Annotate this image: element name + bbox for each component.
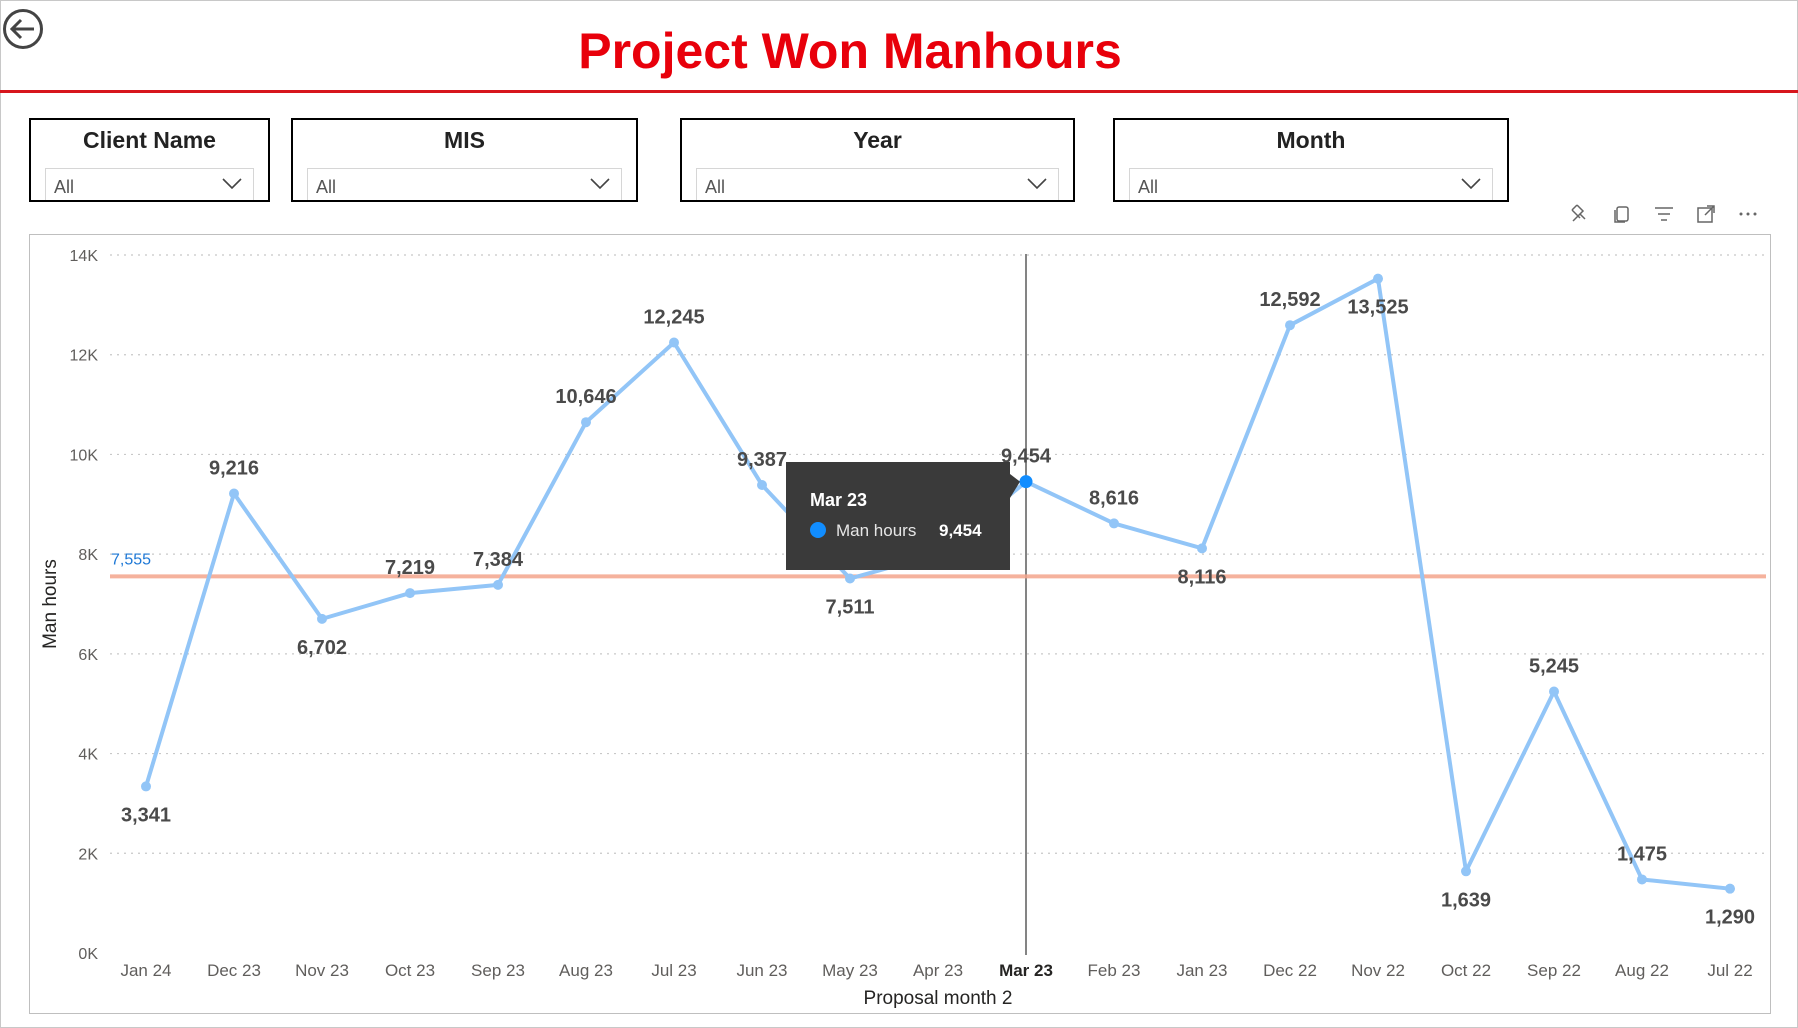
slicer-title: Month: [1276, 127, 1346, 153]
month-dropdown[interactable]: All: [1129, 168, 1493, 200]
chevron-down-icon: [1027, 178, 1047, 190]
filter-icon[interactable]: [1652, 202, 1676, 226]
page-title: Project Won Manhours: [578, 23, 1122, 79]
client-name-dropdown[interactable]: All: [45, 168, 254, 200]
year-dropdown[interactable]: All: [696, 168, 1059, 200]
chevron-down-icon: [222, 178, 242, 190]
slicer-title: Year: [853, 127, 902, 153]
dropdown-value: All: [1138, 177, 1159, 197]
dropdown-value: All: [705, 177, 726, 197]
line-chart-visual[interactable]: [29, 234, 1771, 1014]
more-options-icon[interactable]: [1736, 202, 1760, 226]
chevron-down-icon: [1461, 178, 1481, 190]
title-divider: [0, 90, 1798, 93]
copy-icon[interactable]: [1610, 202, 1634, 226]
mis-dropdown[interactable]: All: [307, 168, 622, 200]
slicer-client-name: Client Name All: [29, 118, 270, 202]
slicer-month: Month All: [1113, 118, 1509, 202]
slicer-mis: MIS All: [291, 118, 638, 202]
slicer-title: Client Name: [83, 127, 216, 153]
chevron-down-icon: [590, 178, 610, 190]
pin-icon[interactable]: [1568, 202, 1592, 226]
dropdown-value: All: [316, 177, 337, 197]
focus-mode-icon[interactable]: [1694, 202, 1718, 226]
slicer-title: MIS: [444, 127, 485, 153]
back-arrow-icon[interactable]: [2, 8, 44, 50]
visual-header-toolbar: [1568, 202, 1760, 228]
dropdown-value: All: [54, 177, 75, 197]
slicer-year: Year All: [680, 118, 1075, 202]
